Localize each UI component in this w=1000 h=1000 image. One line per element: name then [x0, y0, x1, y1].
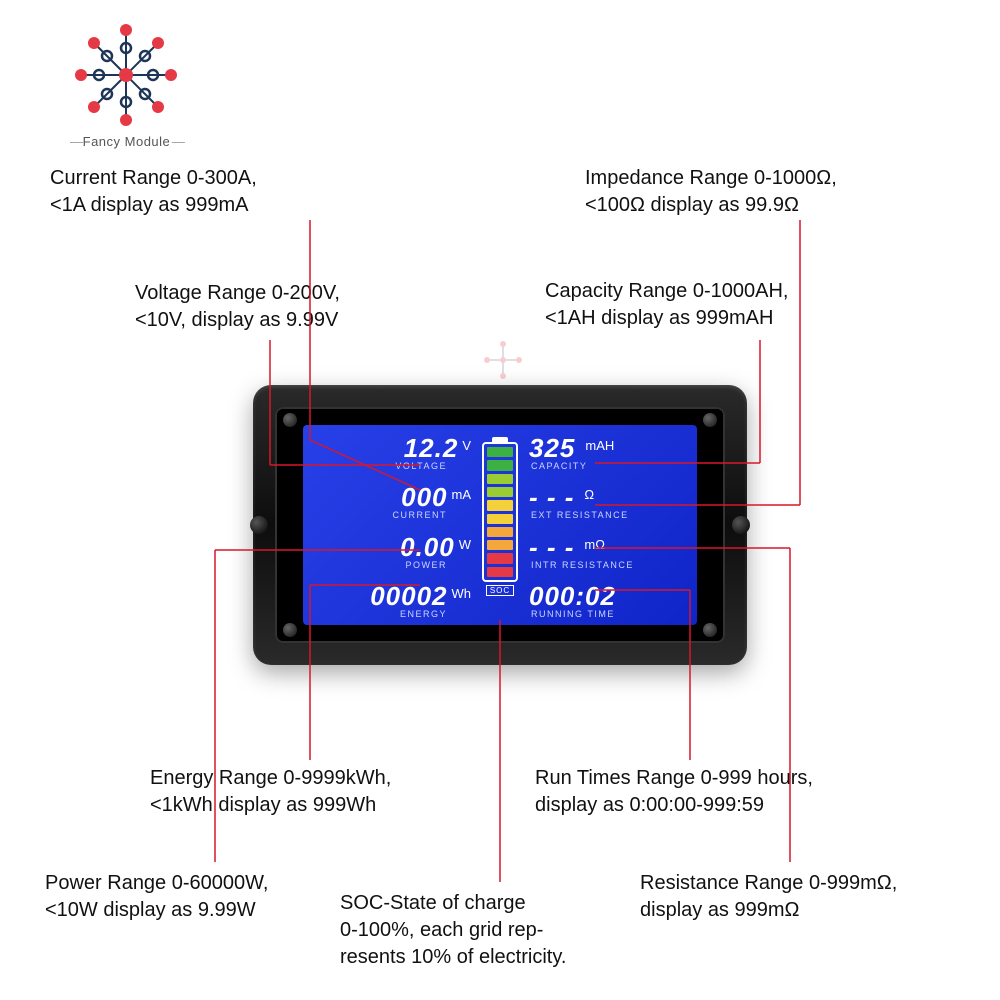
lcd-screen: 12.2V VOLTAGE 000mA CURRENT 0.00W POWER … — [303, 425, 697, 625]
reading-power: 0.00W POWER — [400, 534, 471, 570]
reading-ext-resistance: - - -Ω EXT RESISTANCE — [529, 484, 629, 520]
callout-voltage: Voltage Range 0-200V,<10V, display as 9.… — [135, 280, 340, 334]
callout-power: Power Range 0-60000W,<10W display as 9.9… — [45, 870, 268, 924]
screw-icon — [283, 623, 297, 637]
logo-icon — [71, 20, 181, 130]
mount-hole-icon — [250, 516, 268, 534]
battery-segment — [487, 474, 513, 484]
battery-indicator: SOC — [477, 435, 523, 619]
battery-segment — [487, 553, 513, 563]
brand-logo: Fancy Module — [70, 20, 183, 149]
battery-segment — [487, 514, 513, 524]
battery-segment — [487, 527, 513, 537]
lcd-right-column: 325mAH CAPACITY - - -Ω EXT RESISTANCE - … — [529, 435, 689, 619]
watermark-icon — [483, 340, 523, 385]
reading-intr-resistance: - - -mΩ INTR RESISTANCE — [529, 534, 634, 570]
battery-segment — [487, 540, 513, 550]
callout-impedance: Impedance Range 0-1000Ω,<100Ω display as… — [585, 165, 837, 219]
meter-device: 12.2V VOLTAGE 000mA CURRENT 0.00W POWER … — [253, 385, 747, 665]
soc-label: SOC — [486, 585, 514, 596]
callout-soc: SOC-State of charge0-100%, each grid rep… — [340, 890, 566, 971]
battery-segment — [487, 460, 513, 470]
callout-energy: Energy Range 0-9999kWh,<1kWh display as … — [150, 765, 391, 819]
screw-icon — [703, 623, 717, 637]
screw-icon — [283, 413, 297, 427]
mount-hole-icon — [732, 516, 750, 534]
battery-segment — [487, 447, 513, 457]
battery-segment — [487, 500, 513, 510]
reading-capacity: 325mAH CAPACITY — [529, 435, 614, 471]
reading-voltage: 12.2V VOLTAGE — [395, 435, 471, 471]
battery-segment — [487, 487, 513, 497]
callout-runtime: Run Times Range 0-999 hours,display as 0… — [535, 765, 813, 819]
callout-resistance: Resistance Range 0-999mΩ,display as 999m… — [640, 870, 897, 924]
lcd-left-column: 12.2V VOLTAGE 000mA CURRENT 0.00W POWER … — [311, 435, 471, 619]
battery-segment — [487, 567, 513, 577]
callout-capacity: Capacity Range 0-1000AH,<1AH display as … — [545, 278, 788, 332]
reading-runtime: 000:02 RUNNING TIME — [529, 583, 626, 619]
reading-current: 000mA CURRENT — [393, 484, 472, 520]
device-bezel: 12.2V VOLTAGE 000mA CURRENT 0.00W POWER … — [275, 407, 725, 643]
brand-name: Fancy Module — [70, 134, 183, 149]
callout-current: Current Range 0-300A,<1A display as 999m… — [50, 165, 257, 219]
reading-energy: 00002Wh ENERGY — [370, 583, 471, 619]
screw-icon — [703, 413, 717, 427]
